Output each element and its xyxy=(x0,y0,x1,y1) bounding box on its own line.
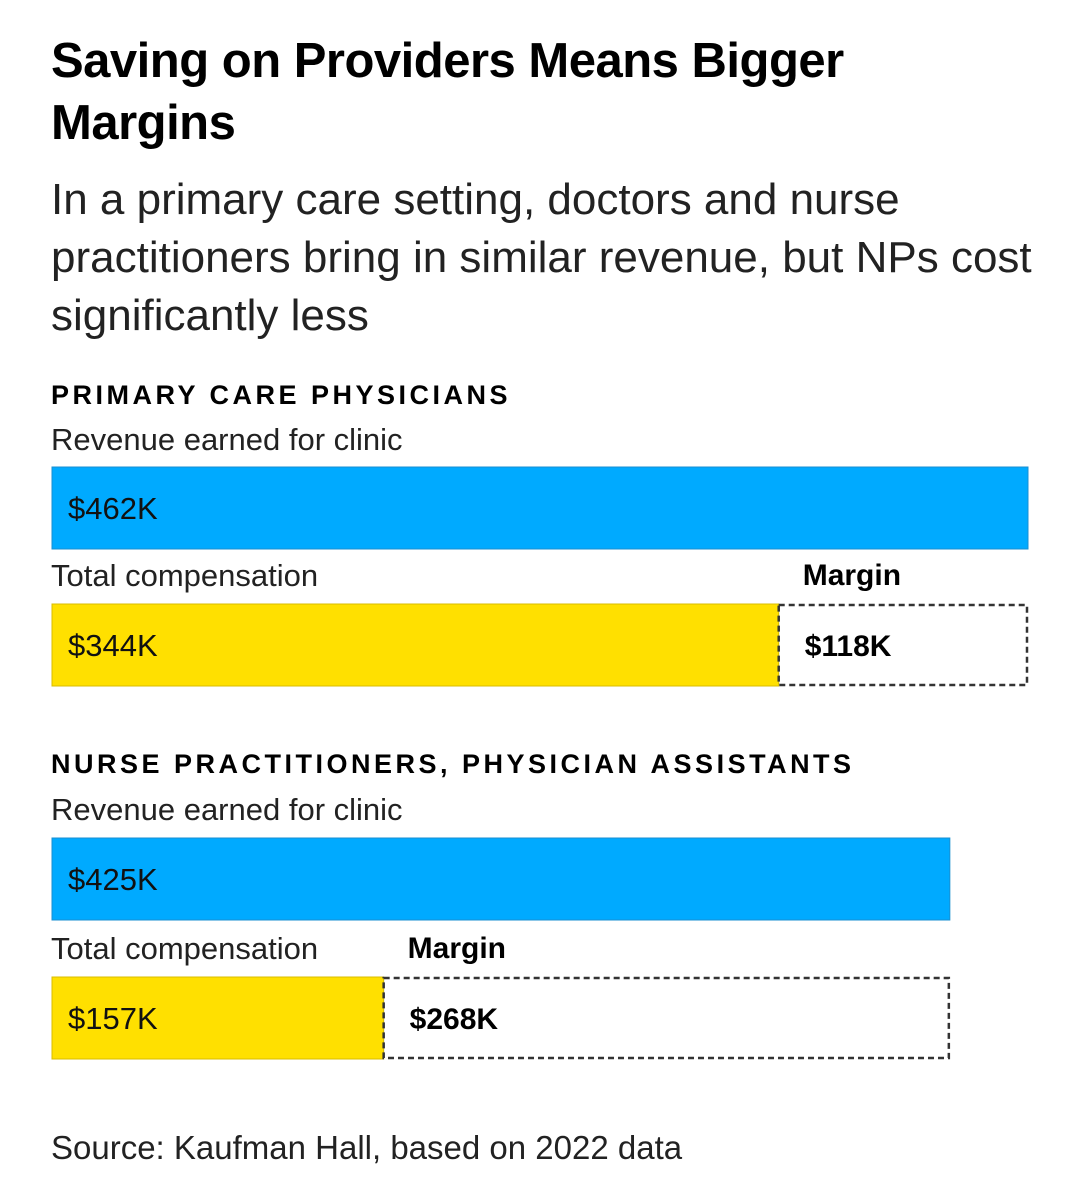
source-note: Source: Kaufman Hall, based on 2022 data xyxy=(51,1129,683,1166)
chart-subtitle: In a primary care setting, doctors and n… xyxy=(51,175,1032,340)
revenue-label-physicians: Revenue earned for clinic xyxy=(51,422,403,457)
revenue-value-physicians: $462K xyxy=(68,491,158,526)
compensation-bar-nurse-practitioners xyxy=(51,976,385,1060)
section-heading-nurse-practitioners: NURSE PRACTITIONERS, PHYSICIAN ASSISTANT… xyxy=(51,749,855,779)
compensation-value-nurse-practitioners: $157K xyxy=(68,1001,158,1036)
compensation-label-physicians: Total compensation xyxy=(51,558,319,593)
compensation-bar-physicians xyxy=(51,603,780,687)
revenue-value-nurse-practitioners: $425K xyxy=(68,862,158,897)
margin-label-physicians: Margin xyxy=(802,559,902,592)
compensation-value-physicians: $344K xyxy=(68,628,158,663)
chart-title: Saving on Providers Means Bigger Margins xyxy=(51,34,844,150)
margin-box-nurse-practitioners xyxy=(382,976,951,1060)
margin-box-physicians xyxy=(777,603,1029,687)
margin-label-nurse-practitioners: Margin xyxy=(407,932,506,965)
revenue-bar-physicians xyxy=(51,466,1029,550)
compensation-label-nurse-practitioners: Total compensation xyxy=(51,931,319,966)
margin-value-nurse-practitioners: $268K xyxy=(410,1003,499,1036)
revenue-label-nurse-practitioners: Revenue earned for clinic xyxy=(51,792,403,827)
revenue-bar-nurse-practitioners xyxy=(51,837,951,921)
section-heading-physicians: PRIMARY CARE PHYSICIANS xyxy=(51,380,512,410)
margin-value-physicians: $118K xyxy=(805,630,892,663)
